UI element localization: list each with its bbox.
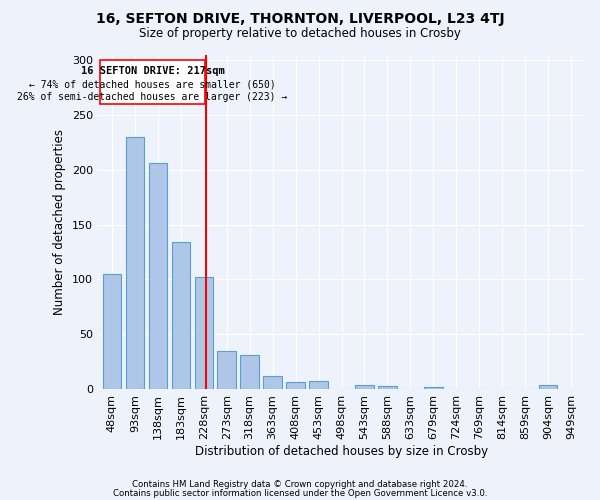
Bar	[310, 382, 328, 389]
Text: Size of property relative to detached houses in Crosby: Size of property relative to detached ho…	[139, 28, 461, 40]
Bar	[378, 386, 397, 389]
Y-axis label: Number of detached properties: Number of detached properties	[53, 129, 67, 315]
Text: Contains HM Land Registry data © Crown copyright and database right 2024.: Contains HM Land Registry data © Crown c…	[132, 480, 468, 489]
Text: 16, SEFTON DRIVE, THORNTON, LIVERPOOL, L23 4TJ: 16, SEFTON DRIVE, THORNTON, LIVERPOOL, L…	[95, 12, 505, 26]
Bar	[149, 164, 167, 389]
Bar	[217, 350, 236, 389]
Text: 26% of semi-detached houses are larger (223) →: 26% of semi-detached houses are larger (…	[17, 92, 288, 102]
Bar	[539, 384, 557, 389]
Text: 16 SEFTON DRIVE: 217sqm: 16 SEFTON DRIVE: 217sqm	[81, 66, 224, 76]
Text: Contains public sector information licensed under the Open Government Licence v3: Contains public sector information licen…	[113, 488, 487, 498]
Bar	[241, 355, 259, 389]
X-axis label: Distribution of detached houses by size in Crosby: Distribution of detached houses by size …	[195, 444, 488, 458]
Bar	[125, 137, 144, 389]
Bar	[172, 242, 190, 389]
Bar	[263, 376, 282, 389]
Text: ← 74% of detached houses are smaller (650): ← 74% of detached houses are smaller (65…	[29, 79, 276, 89]
Bar	[286, 382, 305, 389]
Bar	[194, 278, 213, 389]
FancyBboxPatch shape	[100, 60, 205, 104]
Bar	[103, 274, 121, 389]
Bar	[424, 387, 443, 389]
Bar	[355, 384, 374, 389]
